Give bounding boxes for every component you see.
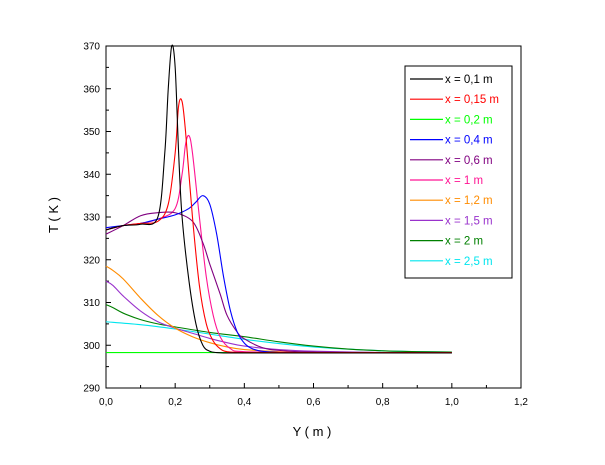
y-axis-title: T ( K )	[46, 197, 61, 233]
legend-label: x = 1,2 m	[445, 195, 493, 207]
series-line-1	[105, 98, 452, 354]
series-line-0	[105, 44, 452, 354]
y-tick-label: 360	[83, 84, 100, 95]
y-tick-label: 320	[83, 255, 100, 266]
y-tick-label: 330	[83, 213, 100, 224]
series-group	[105, 44, 452, 354]
x-axis-title: Y ( m )	[293, 424, 332, 439]
x-tick-label: 0,6	[307, 397, 321, 408]
x-tick-label: 1,0	[445, 397, 459, 408]
y-tick-label: 340	[83, 170, 100, 181]
legend-label: x = 0,4 m	[445, 135, 493, 147]
x-tick-label: 1,2	[514, 397, 528, 408]
legend-label: x = 2 m	[445, 236, 483, 248]
x-tick-label: 0,8	[376, 397, 390, 408]
legend-label: x = 0,6 m	[445, 155, 493, 167]
y-tick-label: 350	[83, 127, 100, 138]
legend-label: x = 0,15 m	[445, 94, 499, 106]
series-line-3	[105, 195, 452, 354]
legend-label: x = 2,5 m	[445, 256, 493, 268]
series-line-6	[105, 265, 452, 354]
x-tick-label: 0,4	[237, 397, 251, 408]
x-tick-label: 0,0	[99, 397, 113, 408]
y-tick-label: 370	[83, 42, 100, 53]
x-axis: 0,0 0,2 0,4 0,6 0,8 1,0 1,2	[99, 383, 528, 408]
legend-box	[404, 65, 513, 279]
series-line-4	[105, 211, 452, 354]
legend-label: x = 1 m	[445, 175, 483, 187]
series-line-9	[105, 321, 452, 353]
legend-label: x = 1,5 m	[445, 215, 493, 227]
y-axis: 290 300 310 320 330 340 350 360 370	[83, 42, 111, 395]
y-tick-label: 310	[83, 298, 100, 309]
legend: x = 0,1 m x = 0,15 m x = 0,2 m x = 0,4 m x =…	[404, 65, 513, 279]
legend-label: x = 0,1 m	[445, 74, 493, 86]
series-line-7	[105, 280, 452, 354]
series-line-5	[105, 134, 452, 354]
legend-label: x = 0,2 m	[445, 114, 493, 126]
y-tick-label: 290	[83, 384, 100, 395]
x-tick-label: 0,2	[168, 397, 182, 408]
series-line-8	[105, 304, 452, 353]
y-tick-label: 300	[83, 341, 100, 352]
